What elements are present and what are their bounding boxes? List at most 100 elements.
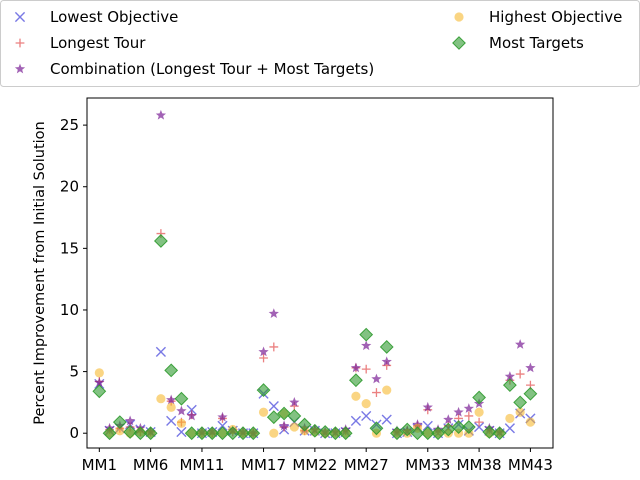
data-point-star: [217, 411, 228, 422]
plot-frame: [86, 97, 554, 449]
data-point-diamond: [513, 395, 528, 410]
data-point-plus: [269, 342, 279, 352]
data-point-diamond: [277, 406, 291, 421]
legend-label: Most Targets: [489, 34, 584, 52]
y-tick-label: 15: [60, 239, 79, 257]
data-point-star: [258, 346, 269, 357]
data-point-circle: [505, 413, 515, 424]
y-tick-label: 5: [69, 363, 79, 381]
legend-label: Highest Objective: [489, 8, 622, 26]
y-tick-label: 10: [60, 301, 79, 319]
data-marks: [92, 109, 538, 441]
data-point-star: [94, 377, 105, 388]
legend-marker-circle: [454, 12, 464, 22]
legend: Lowest Objective Longest Tour Combination …: [0, 0, 640, 87]
data-point-diamond: [502, 378, 517, 393]
data-point-diamond: [92, 384, 107, 399]
data-point-plus: [464, 411, 474, 421]
x-axis: MM1 MM6 MM11 MM17 MM22 MM27 MM33 MM38 MM43: [82, 448, 553, 474]
data-point-circle: [525, 417, 536, 427]
data-point-star: [381, 356, 392, 367]
data-point-star: [443, 414, 454, 425]
legend-label: Lowest Objective: [50, 8, 178, 26]
data-point-diamond: [184, 426, 199, 441]
x-tick-label: MM11: [179, 456, 224, 474]
data-point-circle: [176, 418, 187, 428]
data-point-circle: [289, 422, 299, 432]
data-point-diamond: [369, 421, 384, 436]
data-point-diamond: [461, 420, 476, 434]
data-point-star: [453, 406, 464, 417]
data-point-star: [186, 410, 197, 421]
data-point-star: [166, 394, 177, 405]
data-point-diamond: [112, 415, 127, 430]
data-point-circle: [351, 391, 361, 401]
data-point-star: [176, 405, 187, 416]
data-point-x: [268, 401, 279, 412]
data-point-diamond: [482, 425, 497, 439]
data-point-circle: [156, 394, 166, 404]
data-point-diamond: [349, 373, 363, 388]
y-axis-title: Percent Improvement from Initial Solutio…: [32, 121, 48, 424]
data-point-diamond: [123, 425, 138, 439]
data-point-diamond: [359, 327, 374, 342]
x-tick-label: MM43: [508, 456, 553, 474]
data-point-circle: [258, 407, 269, 417]
data-point-diamond: [431, 426, 445, 441]
data-point-star: [515, 339, 526, 349]
data-point-diamond: [246, 426, 261, 441]
x-tick-label: MM17: [241, 456, 286, 474]
data-point-circle: [115, 426, 125, 436]
data-point-plus: [515, 369, 525, 379]
data-point-circle: [94, 368, 104, 378]
data-point-circle: [269, 428, 279, 438]
data-point-x: [422, 420, 433, 431]
data-point-star: [504, 371, 516, 381]
data-point-plus: [361, 364, 371, 374]
data-point-x: [166, 415, 177, 426]
data-point-circle: [474, 407, 484, 417]
data-point-diamond: [472, 390, 487, 405]
y-tick-label: 0: [69, 424, 79, 442]
y-tick-label: 20: [60, 178, 79, 196]
data-point-x: [155, 346, 166, 357]
data-point-diamond: [215, 426, 230, 441]
data-point-x: [381, 414, 392, 425]
x-tick-label: MM6: [133, 456, 168, 474]
data-point-star: [361, 340, 372, 351]
y-tick-label: 25: [60, 116, 79, 134]
data-point-star: [124, 415, 136, 426]
data-point-diamond: [410, 426, 425, 441]
x-tick-label: MM27: [344, 456, 389, 474]
data-point-diamond: [318, 425, 333, 439]
data-point-diamond: [225, 426, 240, 441]
data-point-diamond: [390, 426, 404, 441]
data-point-diamond: [174, 391, 189, 406]
data-point-star: [371, 373, 382, 384]
legend-label: Combination (Longest Tour + Most Targets…: [50, 60, 374, 78]
data-point-diamond: [523, 386, 538, 401]
legend-marker-diamond: [452, 36, 466, 50]
data-point-star: [155, 109, 167, 120]
data-point-star: [350, 362, 362, 373]
data-point-diamond: [287, 409, 302, 423]
x-tick-label: MM38: [457, 456, 502, 474]
data-point-diamond: [195, 426, 209, 441]
data-point-x: [217, 420, 228, 431]
data-point-circle: [382, 385, 392, 395]
data-point-circle: [515, 407, 525, 417]
data-point-diamond: [451, 420, 466, 434]
data-point-diamond: [400, 422, 415, 437]
data-point-diamond: [236, 426, 250, 441]
data-point-diamond: [297, 417, 312, 432]
data-point-x: [361, 410, 372, 422]
data-point-diamond: [256, 383, 271, 397]
data-point-diamond: [266, 410, 281, 425]
data-point-diamond: [420, 426, 435, 441]
data-point-star: [463, 403, 474, 413]
legend-label: Longest Tour: [50, 34, 146, 52]
legend-marker-plus: [15, 38, 25, 48]
data-point-plus: [259, 353, 268, 363]
data-point-x: [186, 404, 197, 415]
